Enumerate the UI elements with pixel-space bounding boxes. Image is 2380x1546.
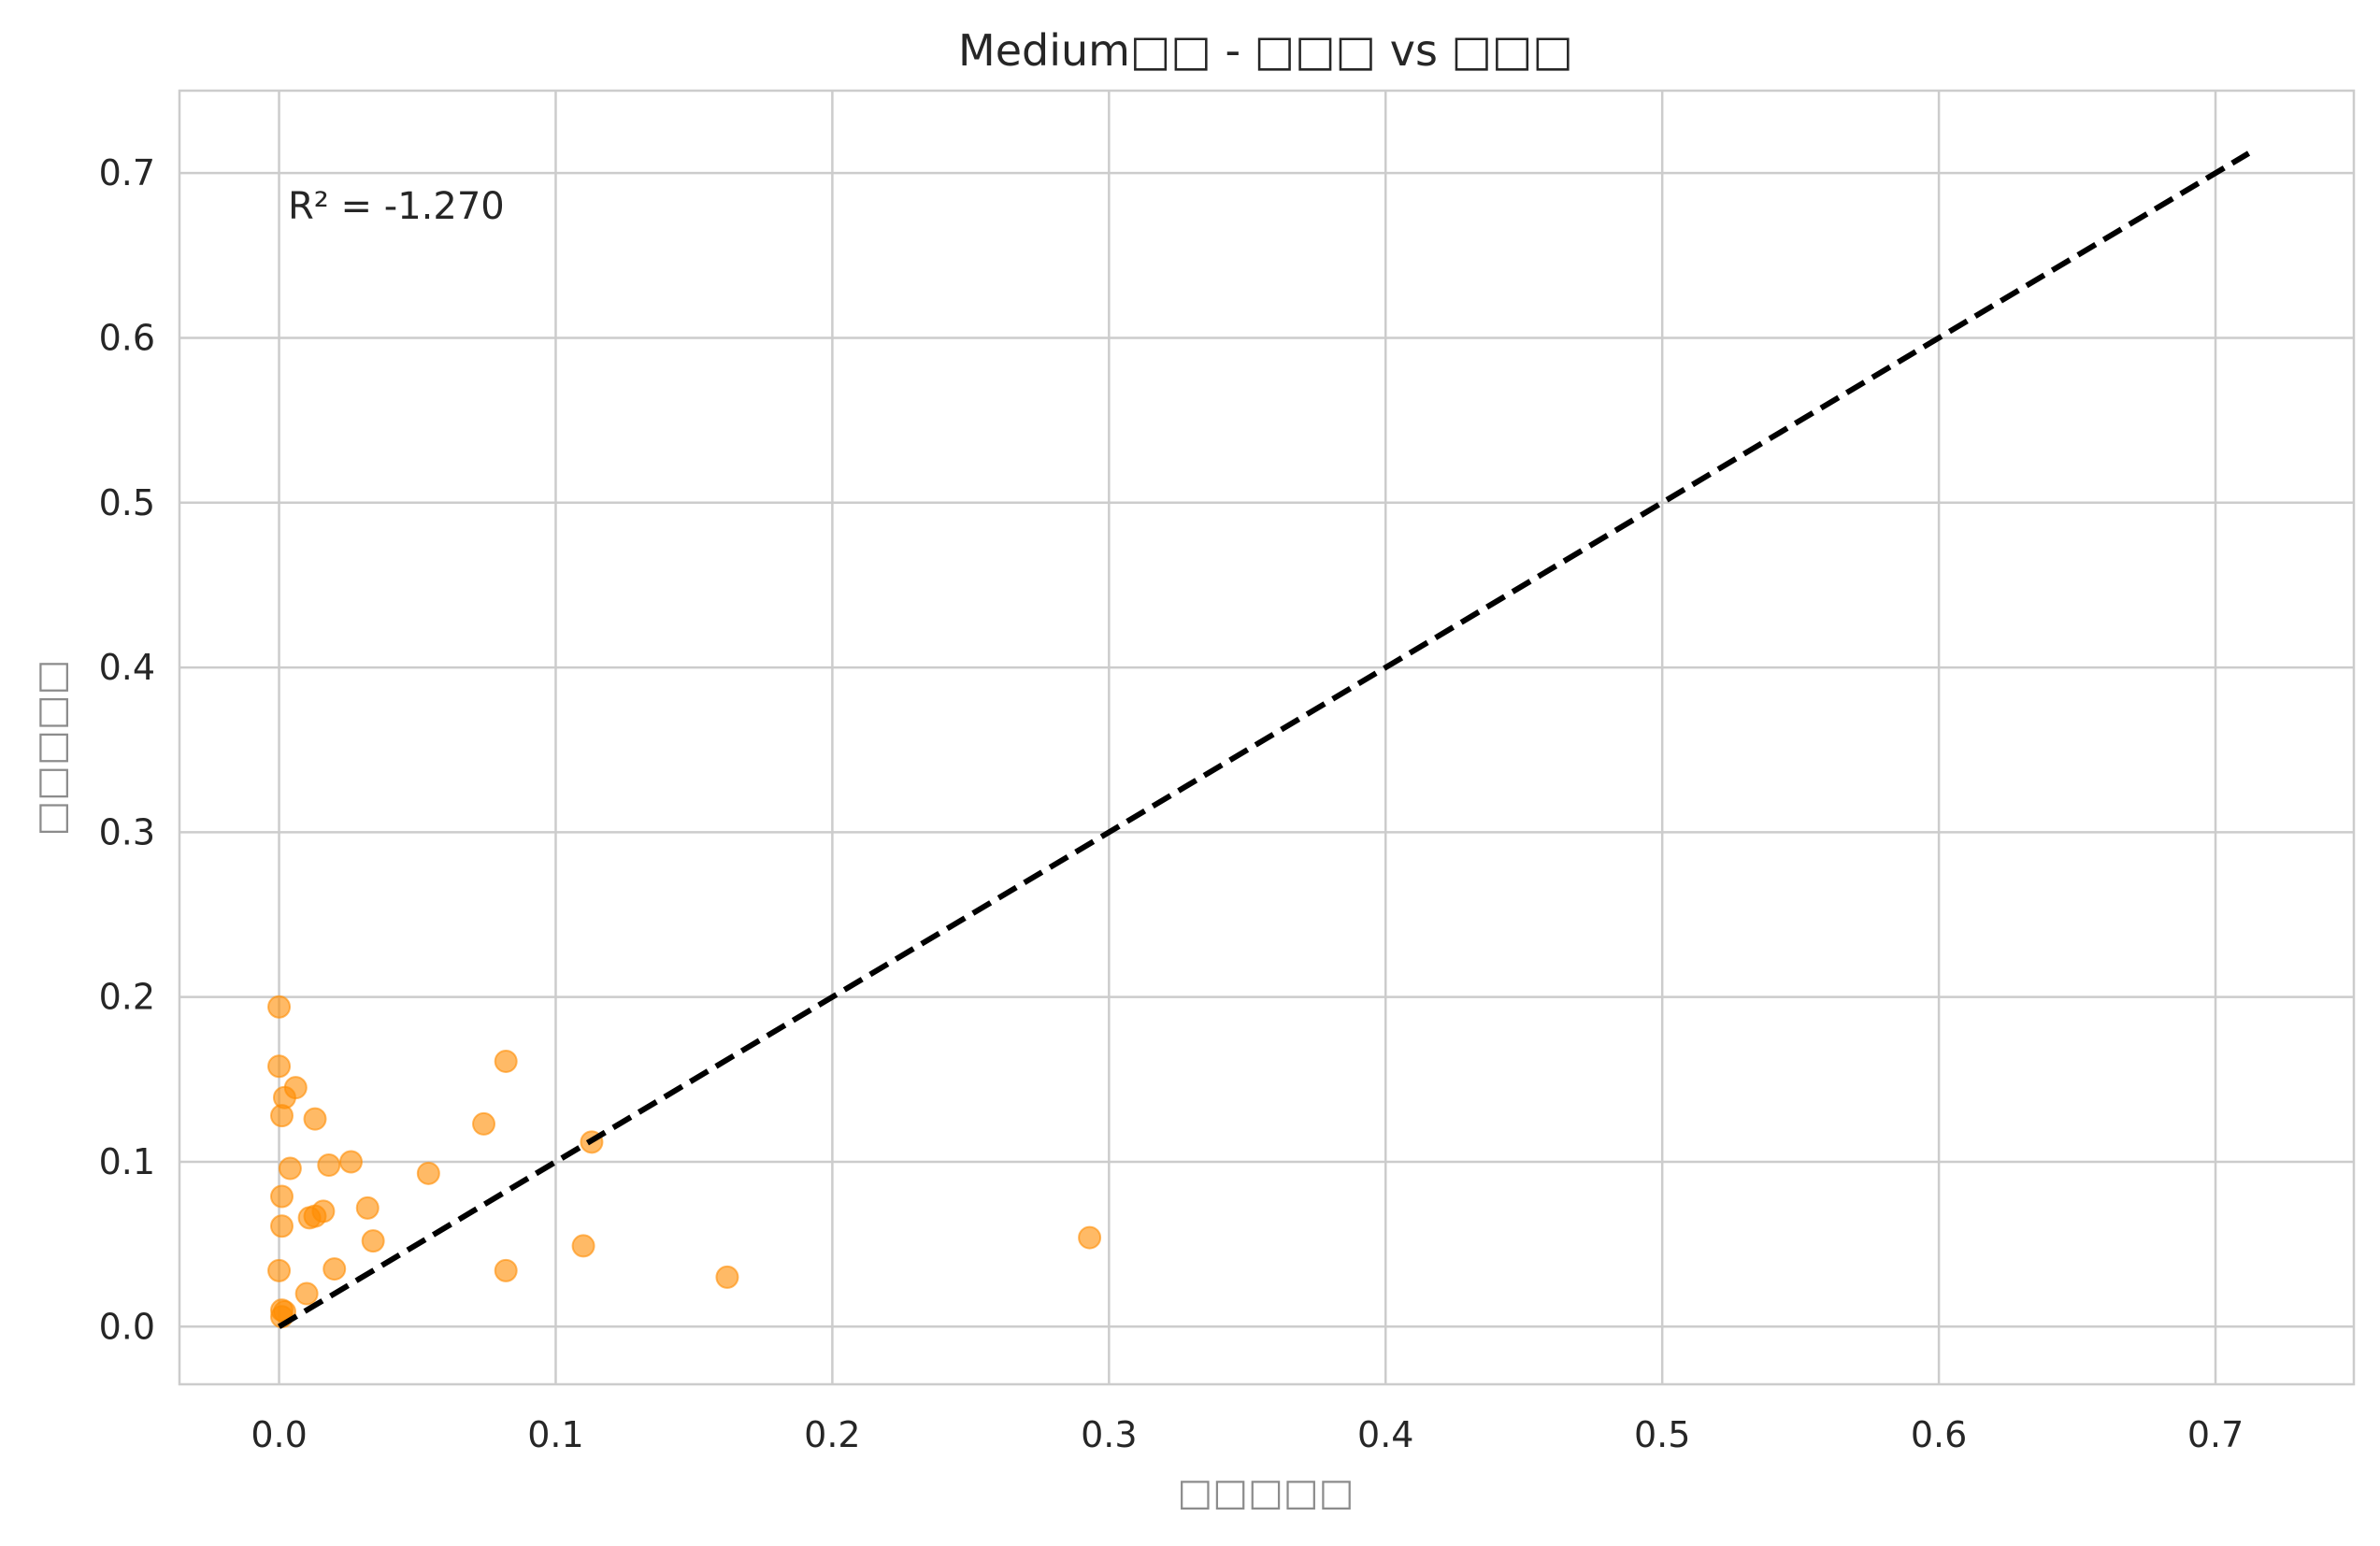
x-tick-label: 0.0 [251, 1414, 307, 1455]
y-tick-label: 0.7 [99, 152, 155, 193]
data-point [355, 1195, 380, 1220]
data-point [303, 1204, 327, 1228]
x-tick-label: 0.6 [1911, 1414, 1967, 1455]
y-tick-label: 0.0 [99, 1306, 155, 1347]
x-tick-label: 0.4 [1357, 1414, 1413, 1455]
x-tick-label: 0.2 [804, 1414, 860, 1455]
y-tick-label: 0.3 [99, 811, 155, 852]
data-point [303, 1107, 327, 1131]
data-point [323, 1257, 347, 1281]
data-point [1078, 1225, 1102, 1250]
data-point [267, 995, 292, 1019]
y-tick-label: 0.6 [99, 317, 155, 358]
data-point [715, 1265, 739, 1289]
data-point [267, 1258, 292, 1282]
x-tick-label: 0.3 [1081, 1414, 1137, 1455]
x-axis-label: □□□□□ [1178, 1471, 1355, 1514]
data-point [294, 1281, 319, 1306]
y-tick-label: 0.1 [99, 1141, 155, 1182]
chart-title: Medium□□ - □□□ vs □□□ [958, 25, 1573, 76]
reference-line [277, 150, 2251, 1329]
data-point [494, 1258, 518, 1282]
data-point [267, 1054, 292, 1079]
data-point [361, 1229, 385, 1253]
x-tick-label: 0.5 [1634, 1414, 1690, 1455]
data-point [269, 1104, 294, 1128]
y-axis-label: □□□□□ [30, 660, 73, 837]
data-point [283, 1076, 308, 1100]
y-tick-label: 0.4 [99, 647, 155, 688]
data-point [338, 1150, 363, 1174]
data-point [472, 1111, 496, 1136]
y-tick-label: 0.5 [99, 482, 155, 523]
data-point [269, 1184, 294, 1209]
data-point [278, 1156, 302, 1181]
y-tick-label: 0.2 [99, 977, 155, 1018]
data-point [494, 1049, 518, 1073]
x-tick-label: 0.7 [2187, 1414, 2244, 1455]
data-point [317, 1153, 341, 1178]
data-point [416, 1161, 440, 1185]
r-squared-annotation: R² = -1.270 [288, 185, 505, 228]
data-point [571, 1234, 595, 1258]
x-tick-label: 0.1 [527, 1414, 583, 1455]
data-point [269, 1214, 294, 1238]
plot-frame [178, 89, 2356, 1386]
